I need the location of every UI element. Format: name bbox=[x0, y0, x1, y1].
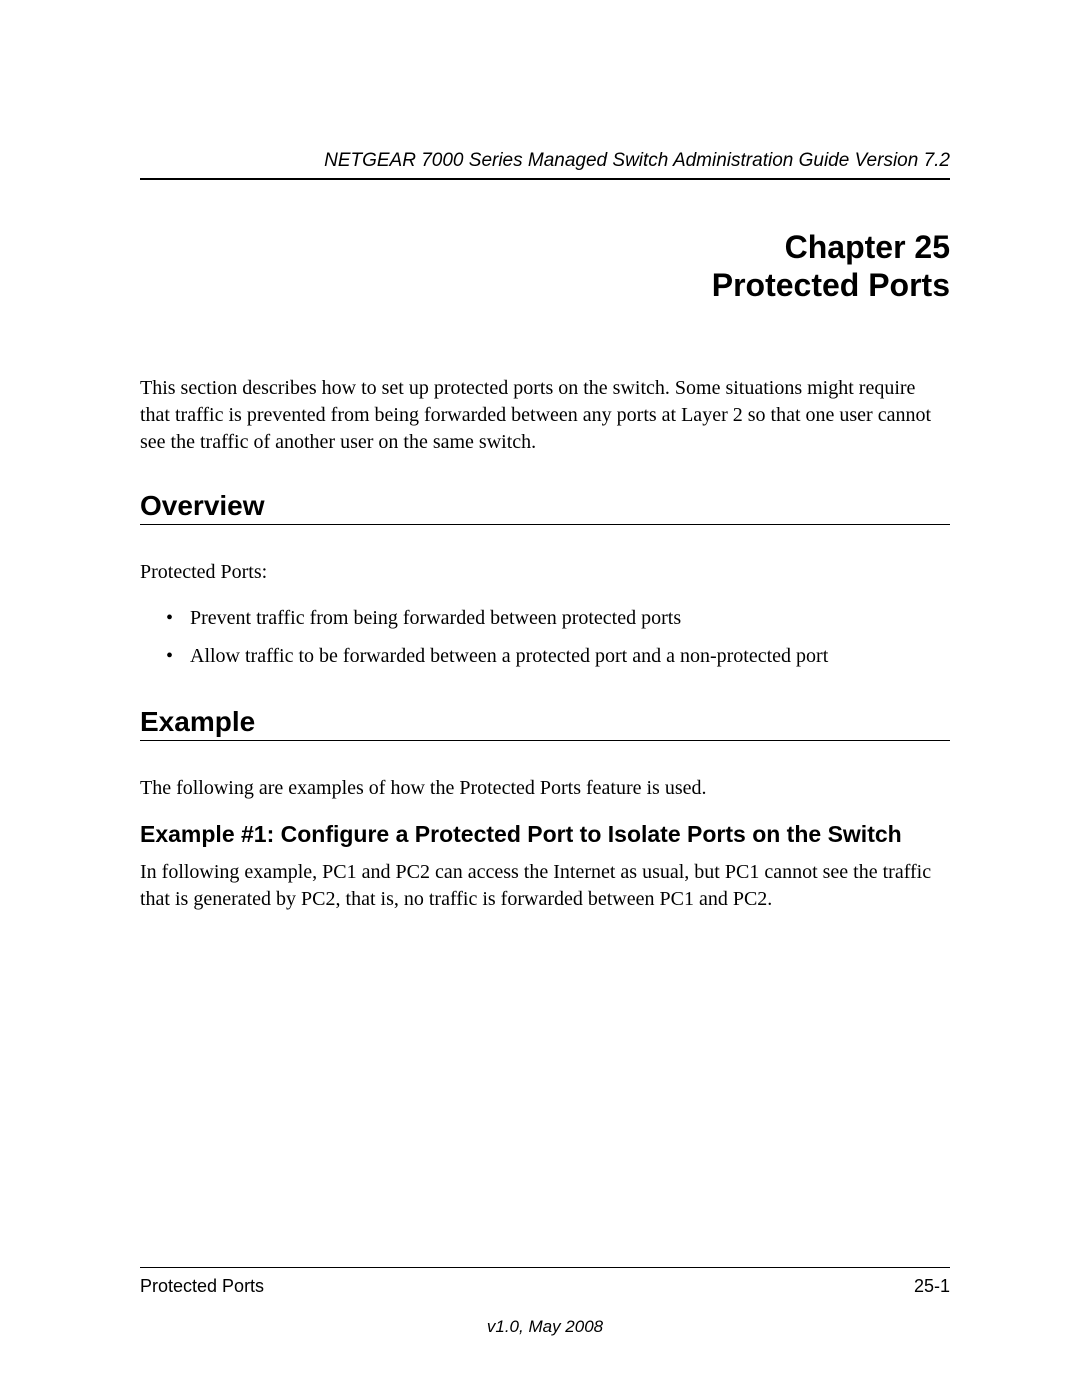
page: NETGEAR 7000 Series Managed Switch Admin… bbox=[0, 0, 1080, 1397]
list-item: Prevent traffic from being forwarded bet… bbox=[166, 604, 950, 632]
example-1-heading: Example #1: Configure a Protected Port t… bbox=[140, 820, 950, 849]
list-item: Allow traffic to be forwarded between a … bbox=[166, 642, 950, 670]
footer-section-name: Protected Ports bbox=[140, 1276, 264, 1297]
chapter-title: Chapter 25 Protected Ports bbox=[140, 228, 950, 305]
overview-rule bbox=[140, 524, 950, 525]
overview-heading: Overview bbox=[140, 490, 950, 522]
footer-page-number: 25-1 bbox=[914, 1276, 950, 1297]
footer-version: v1.0, May 2008 bbox=[140, 1317, 950, 1337]
example-rule bbox=[140, 740, 950, 741]
overview-lead: Protected Ports: bbox=[140, 559, 950, 586]
chapter-number: Chapter 25 bbox=[140, 228, 950, 266]
example-lead: The following are examples of how the Pr… bbox=[140, 775, 950, 802]
page-footer: Protected Ports 25-1 v1.0, May 2008 bbox=[140, 1267, 950, 1337]
example-heading: Example bbox=[140, 706, 950, 738]
intro-paragraph: This section describes how to set up pro… bbox=[140, 375, 950, 456]
overview-bullets: Prevent traffic from being forwarded bet… bbox=[166, 604, 950, 670]
footer-rule bbox=[140, 1267, 950, 1268]
chapter-name: Protected Ports bbox=[140, 266, 950, 304]
example-1-body: In following example, PC1 and PC2 can ac… bbox=[140, 859, 950, 913]
running-header: NETGEAR 7000 Series Managed Switch Admin… bbox=[140, 150, 950, 172]
header-rule bbox=[140, 178, 950, 180]
footer-line: Protected Ports 25-1 bbox=[140, 1276, 950, 1297]
